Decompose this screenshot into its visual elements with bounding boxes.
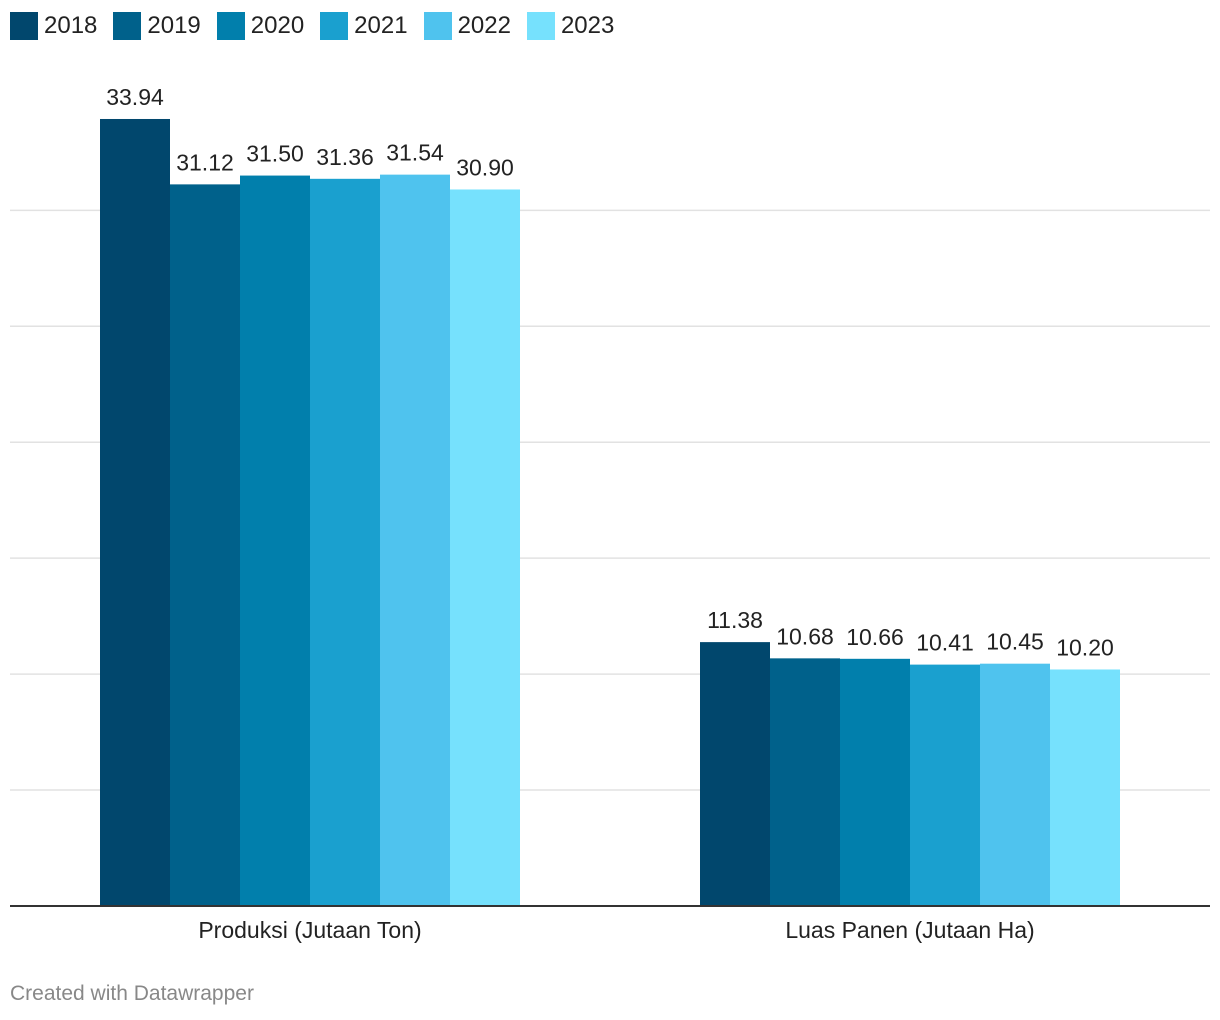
- bar-2018-produksi: [100, 118, 170, 907]
- legend-label: 2021: [354, 12, 408, 39]
- legend-item-2020: 2020: [216, 10, 305, 42]
- datawrapper-credit: Created with Datawrapper: [10, 982, 254, 1005]
- legend-label: 2023: [560, 12, 615, 39]
- bar-2020-produksi: [240, 175, 310, 907]
- legend-label: 2019: [147, 12, 201, 39]
- data-label: 11.38: [707, 607, 763, 633]
- bar-2021-produksi: [310, 178, 380, 907]
- data-label: 31.50: [246, 141, 304, 167]
- data-label: 33.94: [106, 84, 164, 110]
- bar-2021-luas-panen: [910, 664, 980, 906]
- bar-2018-luas-panen: [700, 642, 770, 906]
- legend-swatch: [320, 12, 349, 40]
- data-label: 10.41: [916, 630, 974, 656]
- bar-2019-produksi: [170, 184, 240, 906]
- bar-2020-luas-panen: [840, 658, 910, 906]
- data-label: 10.66: [846, 624, 904, 650]
- bar-2023-produksi: [450, 189, 520, 906]
- legend-swatch: [216, 12, 245, 40]
- data-label: 30.90: [456, 154, 514, 180]
- legend-label: 2020: [250, 12, 305, 39]
- data-label: 10.20: [1056, 634, 1114, 660]
- legend-swatch: [10, 12, 38, 40]
- data-label: 10.45: [986, 629, 1044, 655]
- chart-legend: 2018 2019 2020 2021 2022 2023: [10, 10, 630, 42]
- category-label: Luas Panen (Jutaan Ha): [785, 917, 1034, 943]
- bar-2022-produksi: [380, 174, 450, 906]
- bar-2023-luas-panen: [1050, 669, 1120, 906]
- bar-2022-luas-panen: [980, 663, 1050, 906]
- legend-label: 2018: [44, 12, 98, 39]
- legend-item-2022: 2022: [423, 10, 511, 42]
- category-label: Produksi (Jutaan Ton): [198, 917, 421, 943]
- legend-item-2021: 2021: [320, 10, 408, 42]
- legend-item-2023: 2023: [526, 10, 615, 42]
- legend-swatch: [423, 12, 452, 40]
- data-label: 31.54: [386, 140, 444, 166]
- legend-item-2018: 2018: [10, 10, 97, 42]
- data-label: 31.36: [316, 144, 374, 170]
- legend-item-2019: 2019: [113, 10, 201, 42]
- legend-label: 2022: [457, 12, 511, 39]
- data-label: 31.12: [176, 149, 234, 175]
- legend-swatch: [113, 12, 142, 40]
- data-label: 10.68: [776, 623, 834, 649]
- bar-2019-luas-panen: [770, 658, 840, 906]
- legend-swatch: [526, 12, 555, 40]
